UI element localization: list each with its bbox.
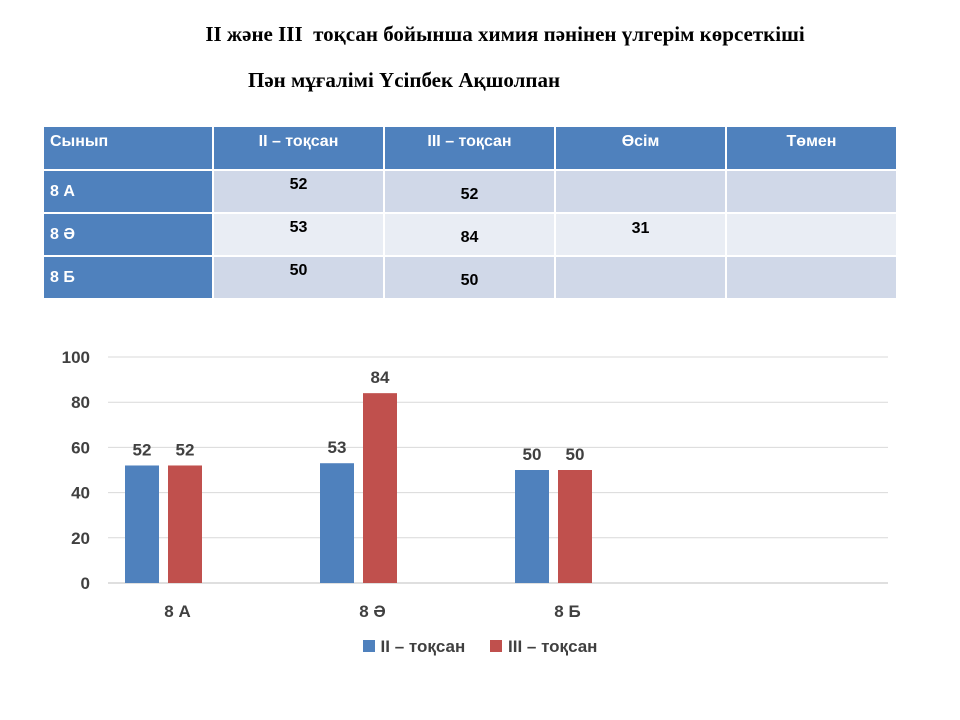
cell-growth <box>554 169 727 214</box>
data-label: 50 <box>566 445 585 464</box>
header-q3: III – тоқсан <box>383 125 556 171</box>
bar <box>558 470 592 583</box>
data-label: 50 <box>523 445 542 464</box>
cell-q2: 52 <box>212 169 385 214</box>
chart-legend: II – тоқсан III – тоқсан <box>0 637 960 657</box>
cell-q3: 50 <box>383 255 556 300</box>
page-title: II және III тоқсан бойынша химия пәнінен… <box>205 22 805 46</box>
legend-swatch <box>362 640 375 652</box>
row-class-label: 8 Ә <box>42 212 214 257</box>
data-label: 52 <box>133 440 152 459</box>
y-tick-label: 20 <box>71 529 90 548</box>
table-row: 8 Б 50 50 <box>42 255 898 300</box>
cell-q2: 50 <box>212 255 385 300</box>
cell-q3: 52 <box>383 169 556 214</box>
cell-q3: 84 <box>383 212 556 257</box>
cell-decline <box>725 169 898 214</box>
legend-swatch <box>490 640 502 652</box>
header-q2: II – тоқсан <box>212 125 385 171</box>
cell-growth <box>554 255 727 300</box>
data-label: 53 <box>328 438 347 457</box>
y-tick-label: 100 <box>62 348 90 367</box>
x-tick-label: 8 Ә <box>359 602 386 621</box>
cell-decline <box>725 255 898 300</box>
cell-decline <box>725 212 898 257</box>
teacher-subtitle: Пән мұғалімі Үсіпбек Ақшолпан <box>248 68 561 92</box>
row-class-label: 8 А <box>42 169 214 214</box>
legend-entry: III – тоқсан <box>490 637 597 657</box>
grades-table: Сынып II – тоқсан III – тоқсан Өсім Төме… <box>42 125 898 300</box>
data-label: 52 <box>176 440 195 459</box>
x-tick-label: 8 А <box>164 602 190 621</box>
table-row: 8 Ә 53 84 31 <box>42 212 898 257</box>
legend-entry: II – тоқсан <box>362 637 466 657</box>
header-decline: Төмен <box>725 125 898 171</box>
bar <box>125 465 159 583</box>
x-tick-label: 8 Б <box>554 602 580 621</box>
y-tick-label: 0 <box>81 574 90 593</box>
table-header-row: Сынып II – тоқсан III – тоқсан Өсім Төме… <box>42 125 898 171</box>
cell-q2: 53 <box>212 212 385 257</box>
bar <box>168 465 202 583</box>
y-tick-label: 40 <box>71 484 90 503</box>
table-row: 8 А 52 52 <box>42 169 898 214</box>
y-tick-label: 80 <box>71 393 90 412</box>
header-class: Сынып <box>42 125 214 171</box>
bar <box>363 393 397 583</box>
bar-chart: 0 20 40 60 80 100 52 52 8 А 53 84 8 Ә 50 50 8 Б <box>62 348 888 621</box>
bar <box>515 470 549 583</box>
y-tick-label: 60 <box>71 438 90 457</box>
data-label: 84 <box>371 368 390 387</box>
bar <box>320 463 354 583</box>
row-class-label: 8 Б <box>42 255 214 300</box>
cell-growth: 31 <box>554 212 727 257</box>
legend-label: II – тоқсан <box>380 637 466 656</box>
legend-label: III – тоқсан <box>508 637 598 656</box>
header-growth: Өсім <box>554 125 727 171</box>
